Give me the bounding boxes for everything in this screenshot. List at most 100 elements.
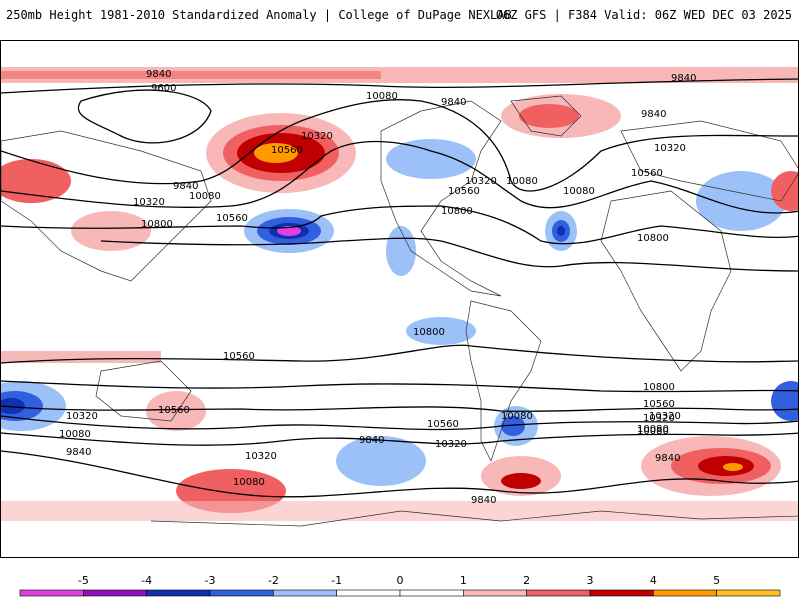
colorbar-swatch — [526, 589, 591, 597]
contour-label: 9840 — [641, 109, 666, 120]
contour-label: 10320 — [654, 143, 686, 154]
contour-label: 10320 — [465, 176, 497, 187]
colorbar-swatch — [463, 589, 527, 597]
europe — [620, 120, 798, 202]
colorbar-swatch — [209, 589, 274, 597]
asia-positive — [71, 211, 151, 251]
colorbar-tick-label: -5 — [78, 574, 89, 587]
colorbar-swatch — [653, 589, 717, 597]
australia — [95, 360, 192, 422]
tropical-positive-west — [1, 351, 161, 363]
north-pacific-ridge-core — [254, 143, 298, 163]
atlantic-trough-core — [557, 226, 565, 236]
contour-label: 10080 — [189, 191, 221, 202]
contour-labels: 9840 9600 10080 9840 10320 10560 9840 10… — [59, 69, 696, 506]
map-panel[interactable]: 9840 9600 10080 9840 10320 10560 9840 10… — [0, 40, 799, 558]
colorbar-tick-label: 2 — [523, 574, 530, 587]
map-title: 250mb Height 1981-2010 Standardized Anom… — [6, 8, 512, 22]
colorbar-swatch — [19, 589, 84, 597]
colorbar-tick-label: 4 — [650, 574, 657, 587]
contour-label: 10560 — [216, 213, 248, 224]
europe-west-positive — [1, 159, 71, 203]
contour-label: 9840 — [671, 73, 696, 84]
contour-label: 9840 — [471, 495, 496, 506]
contour-10560-south — [1, 405, 798, 413]
colorbar-tick-label: 1 — [460, 574, 467, 587]
contour-label: 10080 — [637, 426, 669, 437]
contour-label: 10800 — [637, 233, 669, 244]
contour-label: 10080 — [59, 429, 91, 440]
header: 250mb Height 1981-2010 Standardized Anom… — [0, 0, 800, 40]
contour-label: 10560 — [643, 399, 675, 410]
south-indian-negative-core — [1, 398, 25, 414]
patagonia-positive-core — [501, 473, 541, 489]
contour-label: 10560 — [223, 351, 255, 362]
colorbar-tick-label: 3 — [587, 574, 594, 587]
contour-10560-north — [1, 205, 798, 245]
tropical-negative — [406, 317, 476, 345]
contour-label: 10320 — [66, 411, 98, 422]
contour-label: 9600 — [151, 83, 176, 94]
colorbar-swatch — [146, 589, 211, 597]
contour-label: 10320 — [435, 439, 467, 450]
contour-label: 10320 — [301, 131, 333, 142]
asia — [1, 130, 212, 282]
north-america — [380, 100, 502, 297]
height-contours — [1, 78, 798, 498]
contour-label: 10320 — [245, 451, 277, 462]
colorbar-tick-label: -3 — [205, 574, 216, 587]
anomaly-map: 9840 9600 10080 9840 10320 10560 9840 10… — [1, 67, 798, 527]
contour-10800-south — [1, 380, 798, 393]
contour-label: 9840 — [66, 447, 91, 458]
colorbar-tick-label: 0 — [397, 574, 404, 587]
contour-label: 9840 — [655, 453, 680, 464]
antarctica — [150, 510, 798, 527]
colorbar-swatch — [399, 589, 464, 597]
contour-label: 10080 — [501, 411, 533, 422]
colorbar-swatch — [336, 589, 401, 597]
contour-label: 10800 — [643, 382, 675, 393]
colorbar-tick-label: 5 — [713, 574, 720, 587]
colorbar-tick-label: -1 — [331, 574, 342, 587]
contour-label: 9840 — [359, 435, 384, 446]
southern-pacific-negative — [336, 436, 426, 486]
model-run-info: 06Z GFS | F384 Valid: 06Z WED DEC 03 202… — [495, 8, 792, 22]
south-america — [465, 300, 542, 462]
contour-label: 10080 — [506, 176, 538, 187]
contour-label: 10560 — [158, 405, 190, 416]
contour-label: 10080 — [233, 477, 265, 488]
contour-label: 10800 — [413, 327, 445, 338]
contour-9840-south — [1, 450, 798, 498]
contour-label: 10320 — [643, 413, 675, 424]
contour-10320-south — [1, 415, 798, 431]
colorbar-swatch — [83, 589, 147, 597]
contour-label: 10560 — [631, 168, 663, 179]
contour-9600 — [77, 89, 212, 144]
canada-negative — [386, 139, 476, 179]
east-southern-negative — [771, 381, 798, 421]
contour-label: 9840 — [173, 181, 198, 192]
contour-label: 10560 — [427, 419, 459, 430]
arctic-strong-band — [1, 71, 381, 79]
colorbar-tick-label: -4 — [141, 574, 152, 587]
southern-indian-positive-core — [723, 463, 743, 471]
contour-label: 10800 — [141, 219, 173, 230]
contour-label: 10320 — [133, 197, 165, 208]
greenland-ridge-moderate — [519, 104, 579, 128]
contour-label: 9840 — [441, 97, 466, 108]
siberia-negative — [696, 171, 786, 231]
contour-label: 10320 — [649, 411, 681, 422]
contour-label: 10080 — [563, 186, 595, 197]
east-positive — [771, 171, 798, 211]
contour-label: 10560 — [448, 186, 480, 197]
contour-10800-equator — [1, 344, 798, 364]
anomaly-colorbar: -5 -4 -3 -2 -1 0 1 2 3 4 5 — [19, 574, 781, 597]
contour-label: 10800 — [441, 206, 473, 217]
south-pacific-positive — [146, 391, 206, 431]
colorbar-ticks: -5 -4 -3 -2 -1 0 1 2 3 4 5 — [78, 574, 720, 587]
south-atlantic-negative-core — [501, 416, 525, 436]
colorbar-tick-label: -2 — [268, 574, 279, 587]
colorbar-swatch — [273, 589, 337, 597]
contour-10080-north — [1, 99, 798, 192]
pacific-trough-core — [277, 226, 301, 236]
